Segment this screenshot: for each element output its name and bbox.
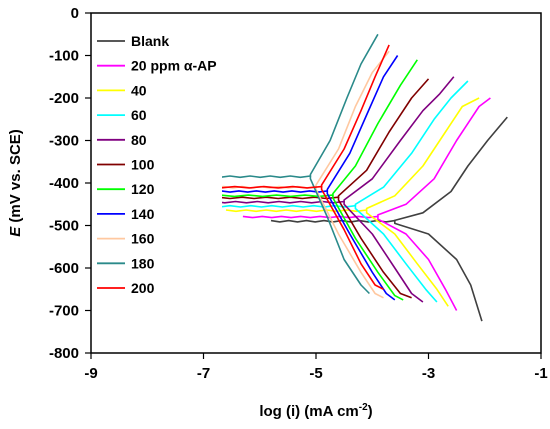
legend-item: 140 [97, 206, 155, 222]
anodic-branch [315, 50, 390, 188]
x-tick-label: -7 [197, 365, 210, 382]
legend-label: 40 [131, 82, 147, 98]
legend-item: Blank [97, 33, 169, 49]
cathodic-branch [209, 204, 438, 303]
legend-label: 100 [131, 157, 155, 173]
y-tick-label: -800 [49, 345, 79, 362]
x-tick-label: -9 [84, 365, 97, 382]
anodic-branch [337, 78, 430, 198]
series-7 [203, 55, 399, 301]
anodic-branch [343, 76, 455, 203]
anodic-branch [377, 97, 491, 217]
cathodic-branch [225, 209, 449, 307]
x-tick-label: -1 [534, 365, 547, 382]
legend-background [94, 26, 222, 316]
cathodic-branch [270, 219, 483, 322]
anodic-branch [320, 44, 390, 188]
legend-label: 180 [131, 255, 155, 271]
y-tick-label: -400 [49, 175, 79, 192]
anodic-branch [365, 97, 480, 211]
series-2 [225, 97, 480, 307]
x-axis-title: log (i) (mA cm-2) [259, 402, 372, 420]
series-3 [209, 80, 469, 303]
anodic-branch [309, 33, 379, 177]
legend-label: Blank [131, 33, 169, 49]
anodic-branch [332, 59, 418, 196]
legend-label: 60 [131, 107, 147, 123]
legend-item: 60 [97, 107, 147, 123]
cathodic-branch [203, 190, 396, 301]
legend-item: 180 [97, 255, 155, 271]
cathodic-branch [242, 215, 458, 311]
legend-item: 120 [97, 181, 155, 197]
anodic-branch [326, 55, 399, 192]
legend-label: 160 [131, 231, 155, 247]
legend-label: 80 [131, 132, 147, 148]
tick-layer: -9 -7 -5 -3 -1 0 -100 -200 -300 -400 -500 -600 -700 -… [49, 5, 548, 382]
legend-label: 200 [131, 280, 155, 296]
y-tick-label: -600 [49, 260, 79, 277]
legend-label: 120 [131, 181, 155, 197]
legend-item: 20 ppm α-AP [97, 58, 217, 74]
legend-label: 20 ppm α-AP [131, 58, 217, 74]
legend: Blank 20 ppm α-AP 40 60 80 100 120 140 160 180 200 [94, 26, 222, 316]
anodic-branch [354, 80, 469, 207]
series-4 [192, 76, 455, 303]
legend-item: 160 [97, 231, 155, 247]
y-tick-label: -100 [49, 48, 79, 65]
cathodic-branch [192, 200, 424, 303]
y-tick-label: -700 [49, 303, 79, 320]
y-tick-label: -200 [49, 90, 79, 107]
series-1 [242, 97, 491, 311]
legend-item: 40 [97, 82, 147, 98]
x-tick-label: -5 [309, 365, 322, 382]
y-tick-label: 0 [71, 5, 79, 22]
legend-item: 100 [97, 157, 155, 173]
y-tick-label: -500 [49, 218, 79, 235]
y-tick-label: -300 [49, 133, 79, 150]
y-axis-title: E (mV vs. SCE) [7, 129, 24, 237]
legend-item: 200 [97, 280, 155, 296]
legend-label: 140 [131, 206, 155, 222]
x-tick-label: -3 [422, 365, 435, 382]
legend-item: 80 [97, 132, 147, 148]
anodic-branch [393, 116, 508, 222]
series-0 [270, 116, 508, 322]
